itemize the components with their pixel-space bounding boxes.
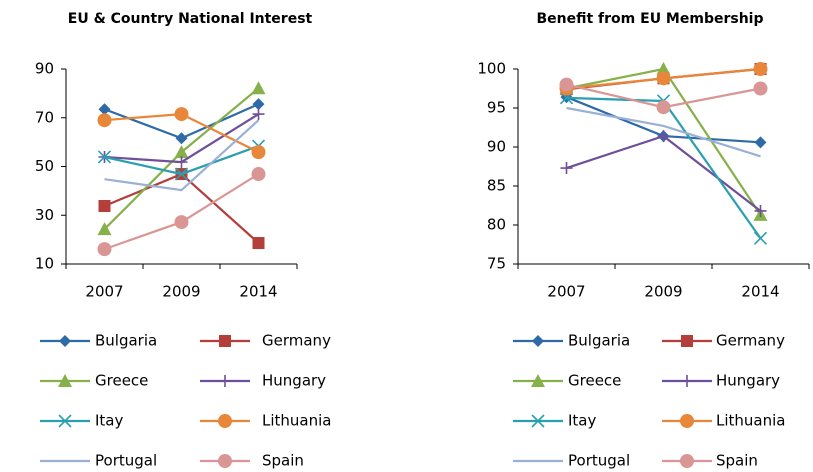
legend-label: Itay <box>568 412 596 430</box>
y-tick-label: 90 <box>35 60 54 78</box>
marker <box>559 77 574 92</box>
series-line <box>104 172 260 244</box>
marker <box>681 375 693 387</box>
chart-title: Benefit from EU Membership <box>536 11 763 27</box>
marker <box>252 108 265 121</box>
marker <box>97 113 112 128</box>
series-line <box>104 119 260 192</box>
x-tick-label: 2007 <box>547 283 585 301</box>
marker <box>174 145 189 159</box>
legend-label: Itay <box>95 412 123 430</box>
marker <box>680 454 694 468</box>
marker <box>174 215 189 230</box>
marker <box>218 414 232 428</box>
marker <box>753 231 768 245</box>
marker <box>58 374 72 387</box>
legend-label: Spain <box>262 452 304 470</box>
marker <box>753 81 768 96</box>
marker <box>681 335 693 347</box>
marker <box>174 107 189 122</box>
marker <box>175 156 188 169</box>
marker <box>98 103 111 116</box>
marker <box>252 237 265 250</box>
y-tick-label: 30 <box>35 206 54 224</box>
y-tick-label: 75 <box>487 255 506 273</box>
y-tick-label: 85 <box>487 177 506 195</box>
marker <box>97 242 112 257</box>
marker <box>59 335 71 347</box>
legend-label: Greece <box>568 372 621 390</box>
x-tick-label: 2009 <box>162 283 200 301</box>
legend-label: Portugal <box>568 452 630 470</box>
marker <box>754 136 767 149</box>
marker <box>97 222 112 236</box>
marker <box>174 167 189 181</box>
marker <box>219 375 231 387</box>
legend-label: Spain <box>716 452 758 470</box>
y-tick-label: 10 <box>35 255 54 273</box>
y-tick-label: 95 <box>487 99 506 117</box>
legend-label: Greece <box>95 372 148 390</box>
legend-label: Lithuania <box>716 412 785 430</box>
series-line <box>566 106 761 158</box>
series-line <box>566 96 762 239</box>
marker <box>656 100 671 115</box>
y-tick-label: 90 <box>487 138 506 156</box>
x-tick-label: 2009 <box>644 283 682 301</box>
marker <box>251 167 266 182</box>
legend-label: Lithuania <box>262 412 331 430</box>
marker <box>98 199 111 212</box>
marker <box>58 414 72 428</box>
y-tick-label: 50 <box>35 157 54 175</box>
legend-label: Bulgaria <box>95 332 157 350</box>
y-tick-label: 100 <box>477 60 506 78</box>
marker <box>753 62 768 76</box>
legend-label: Bulgaria <box>568 332 630 350</box>
marker <box>656 71 671 86</box>
marker <box>531 414 545 428</box>
legend-label: Germany <box>716 332 785 350</box>
x-tick-label: 2014 <box>239 283 277 301</box>
marker <box>656 62 671 75</box>
marker <box>754 204 767 217</box>
chart-title: EU & Country National Interest <box>68 11 313 27</box>
marker <box>657 130 670 143</box>
legend-label: Hungary <box>262 372 326 390</box>
series-line <box>104 173 260 251</box>
marker <box>251 81 266 95</box>
marker <box>532 335 544 347</box>
marker <box>175 132 188 145</box>
marker <box>560 162 573 175</box>
legend-label: Germany <box>262 332 331 350</box>
marker <box>251 145 266 160</box>
marker <box>680 414 694 428</box>
x-tick-label: 2014 <box>741 283 779 301</box>
marker <box>252 98 265 111</box>
marker <box>97 150 112 164</box>
y-tick-label: 80 <box>487 216 506 234</box>
marker <box>219 335 231 347</box>
legend-label: Hungary <box>716 372 780 390</box>
marker <box>531 374 545 387</box>
x-tick-label: 2007 <box>85 283 123 301</box>
marker <box>218 454 232 468</box>
y-tick-label: 70 <box>35 108 54 126</box>
legend-label: Portugal <box>95 452 157 470</box>
